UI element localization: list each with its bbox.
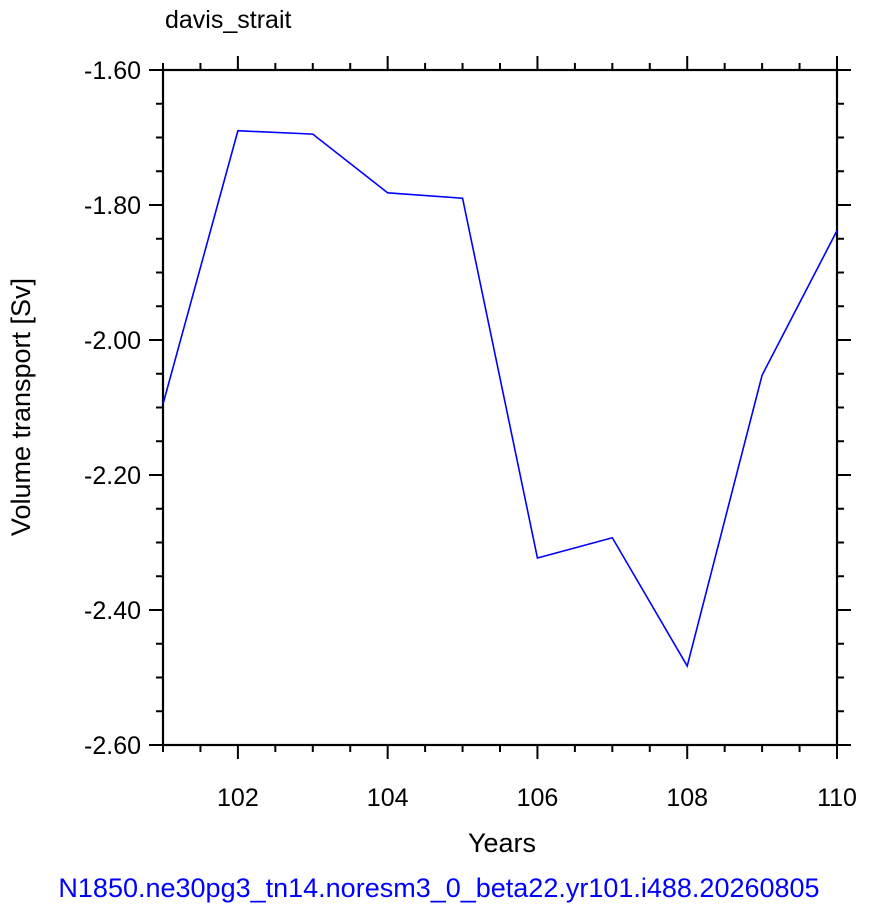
y-tick-label: -1.80 [84,192,141,220]
series-line [162,129,838,669]
x-tick-label: 104 [367,784,409,812]
y-axis: -2.60 -2.40 -2.20 -2.00 -1.80 -1.60 [84,57,851,760]
plot-frame [161,68,839,747]
x-tick-label: 110 [817,784,857,812]
y-tick-label: -2.40 [84,597,141,625]
chart-title: davis_strait [165,6,291,34]
x-axis-label: Years [468,828,536,858]
x-axis: 102 104 106 108 110 [162,56,857,812]
y-tick-label: -2.60 [84,732,141,760]
y-axis-label: Volume transport [Sv] [6,278,36,536]
y-tick-label: -1.60 [84,57,141,85]
x-tick-label: 102 [217,784,259,812]
plot-border [161,68,839,747]
series-layer [162,129,838,669]
x-tick-label: 108 [666,784,708,812]
x-tick-label: 106 [517,784,559,812]
y-tick-label: -2.00 [84,327,141,355]
run-identifier: N1850.ne30pg3_tn14.noresm3_0_beta22.yr10… [58,873,819,903]
y-tick-label: -2.20 [84,462,141,490]
